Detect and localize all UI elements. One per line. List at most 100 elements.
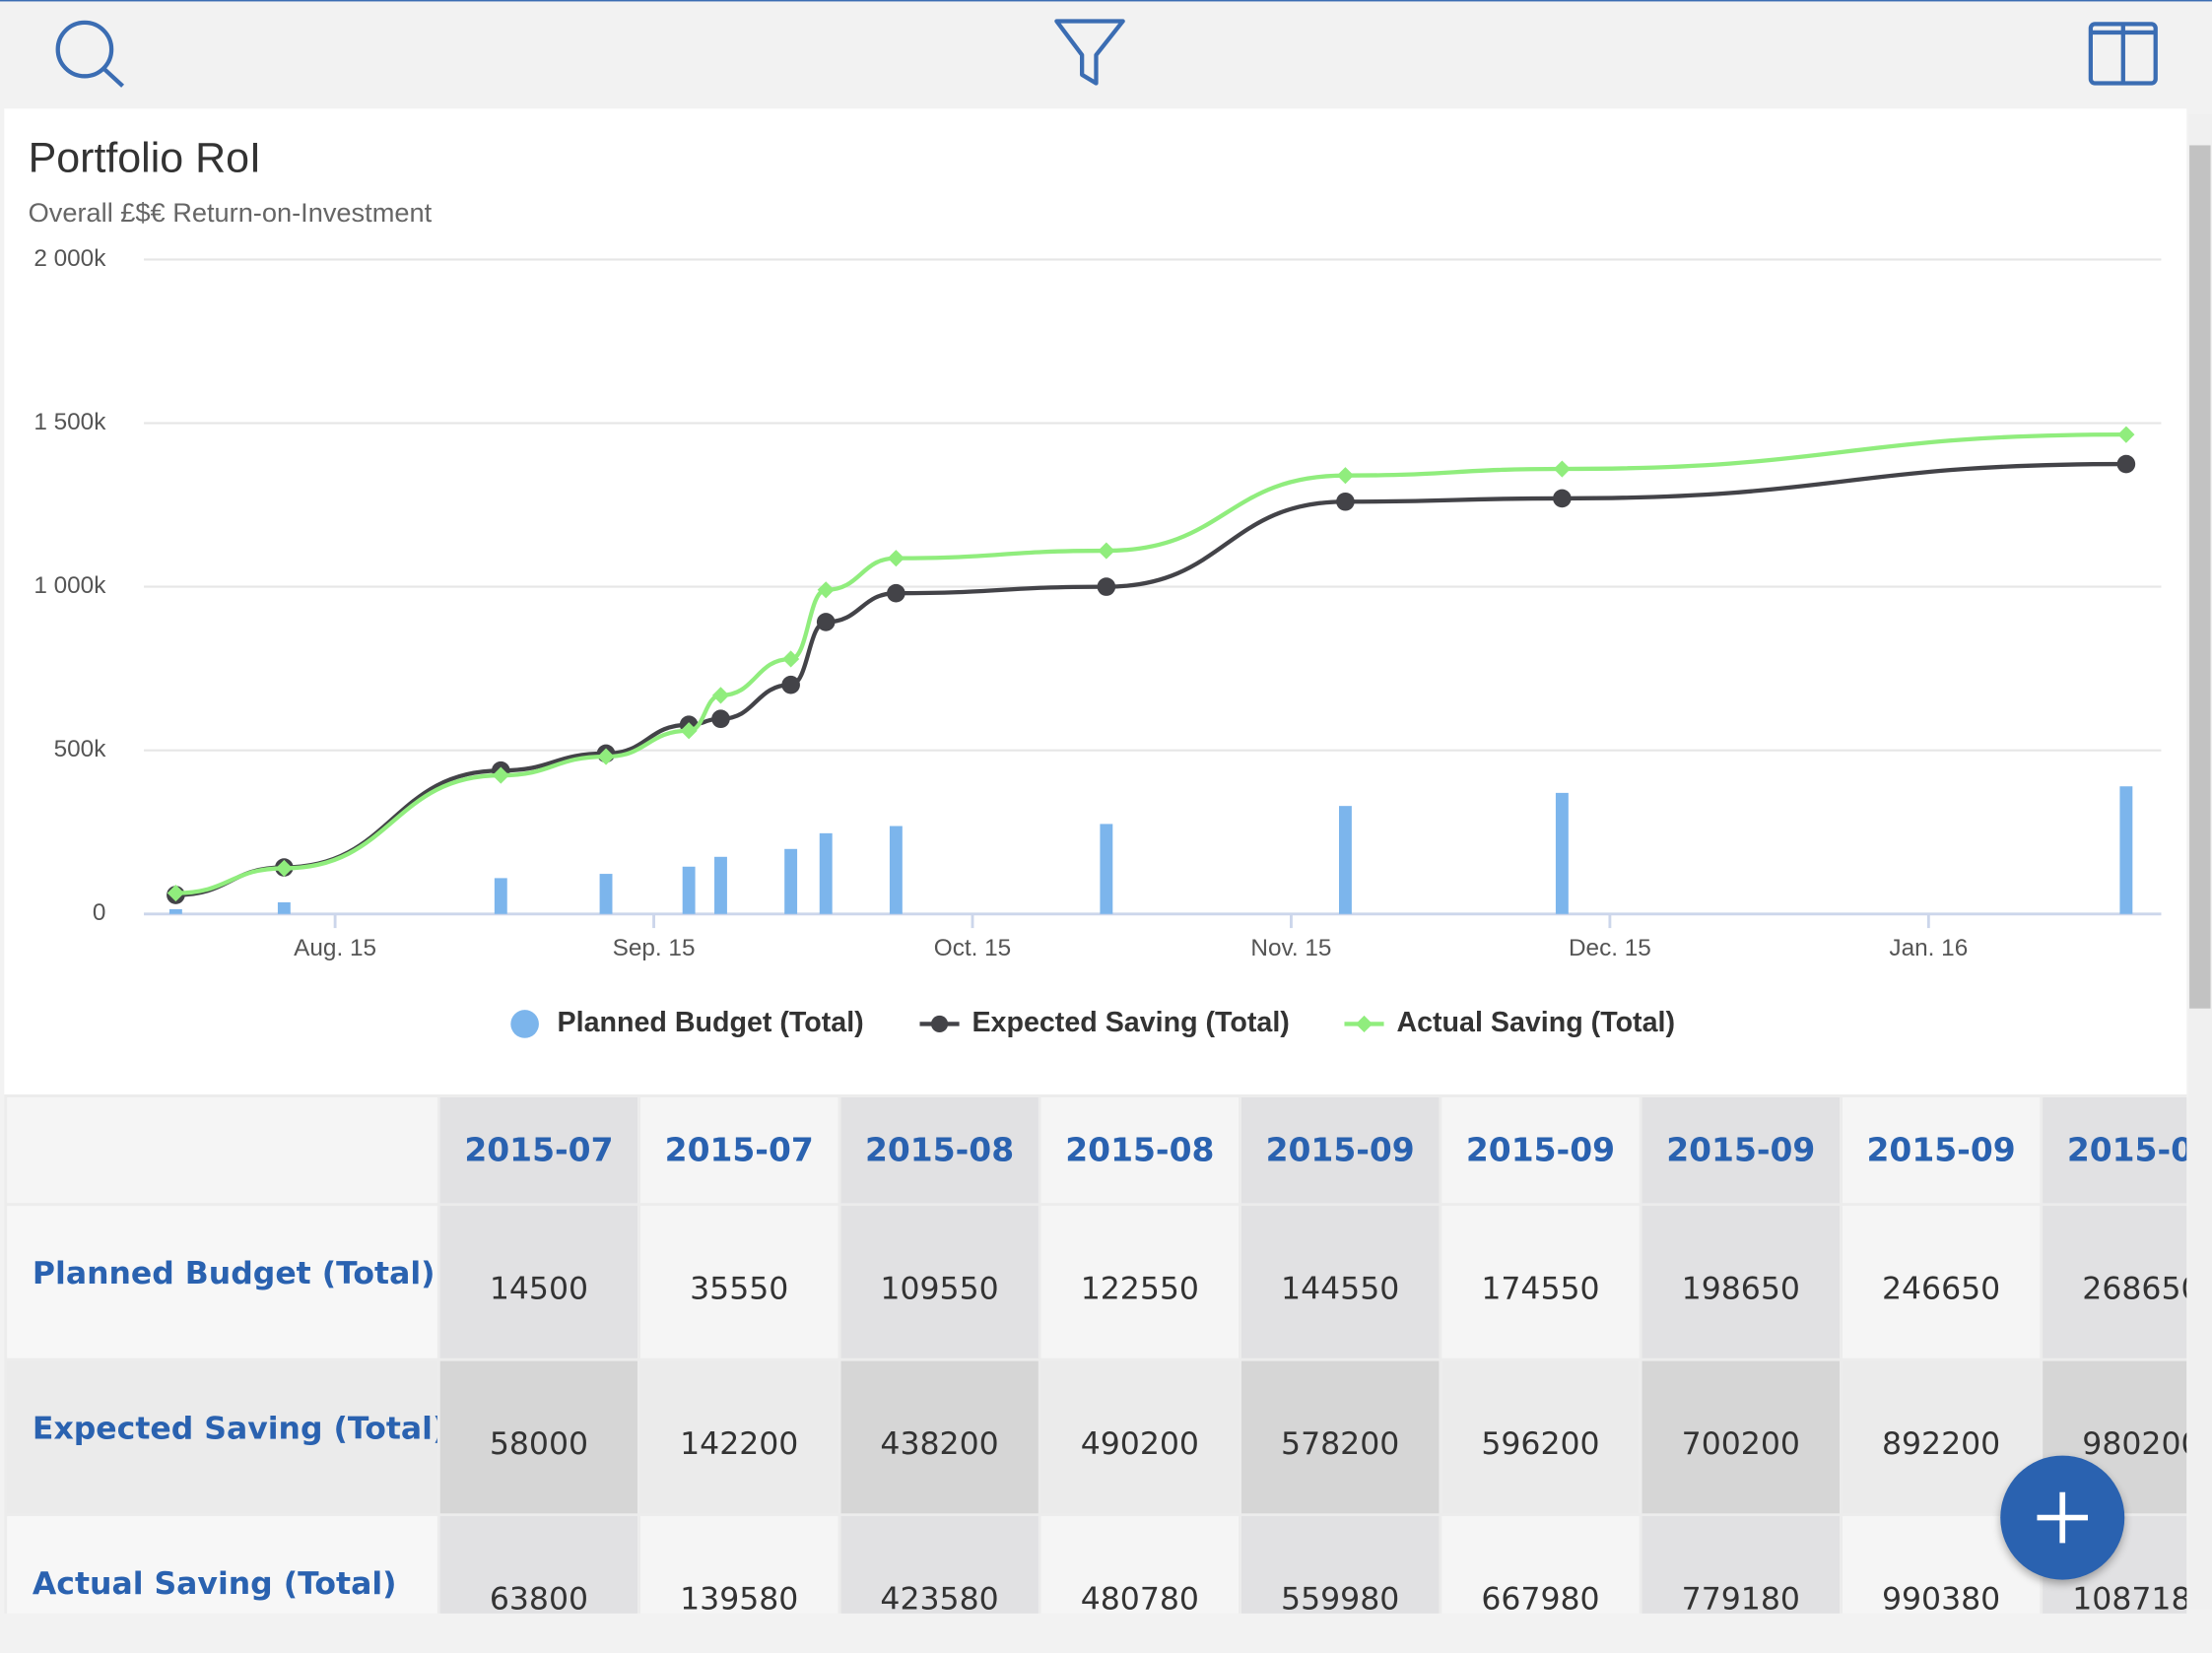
corner-cell xyxy=(4,1094,440,1207)
cell: 63800 xyxy=(436,1513,641,1614)
row-header: Actual Saving (Total) xyxy=(4,1513,440,1614)
marker xyxy=(1553,460,1571,478)
bar xyxy=(784,848,798,914)
y-tick-label: 0 xyxy=(93,899,106,926)
data-table: 2015-07 2015-07 2015-08 2015-08 2015-09 2015-… xyxy=(4,1094,2187,1614)
cell: 174550 xyxy=(1439,1203,1642,1361)
bar xyxy=(2119,786,2133,914)
layout-icon[interactable] xyxy=(2088,22,2158,86)
y-tick-label: 500k xyxy=(54,736,107,762)
marker xyxy=(2116,454,2136,474)
cell: 480780 xyxy=(1038,1513,1241,1614)
cell: 779180 xyxy=(1639,1513,1843,1614)
cell: 578200 xyxy=(1239,1357,1442,1517)
legend-label: Planned Budget (Total) xyxy=(558,1007,864,1038)
bar xyxy=(1338,806,1352,914)
marker xyxy=(597,748,615,765)
marker xyxy=(781,675,800,694)
add-button[interactable] xyxy=(2000,1455,2125,1580)
marker xyxy=(711,709,730,729)
cell: 596200 xyxy=(1439,1357,1642,1517)
filter-icon[interactable] xyxy=(1054,19,1125,86)
cell: 559980 xyxy=(1239,1513,1442,1614)
column-header: 2015-08 xyxy=(1038,1094,1241,1207)
bar xyxy=(1555,792,1569,914)
table-row: Planned Budget (Total) 14500 35550 109550 12… xyxy=(4,1203,2187,1361)
legend-label: Expected Saving (Total) xyxy=(972,1007,1289,1038)
chart-subtitle: Overall £$€ Return-on-Investment xyxy=(29,197,433,228)
x-tick-label: Aug. 15 xyxy=(294,935,376,961)
table-row: Expected Saving (Total) 58000 142200 438200… xyxy=(4,1357,2187,1517)
table: 2015-07 2015-07 2015-08 2015-08 2015-09 2015-… xyxy=(4,1094,2187,1614)
cell: 268650 xyxy=(2040,1203,2187,1361)
bar xyxy=(168,908,182,914)
marker xyxy=(167,884,184,902)
marker xyxy=(1336,492,1355,511)
cell: 246650 xyxy=(1840,1203,2044,1361)
cell: 139580 xyxy=(637,1513,841,1614)
scroll-thumb[interactable] xyxy=(2189,145,2211,1009)
y-tick-label: 1 500k xyxy=(34,409,106,435)
marker xyxy=(782,650,800,668)
bar xyxy=(889,826,903,914)
cell: 142200 xyxy=(637,1357,841,1517)
marker xyxy=(816,613,836,631)
marker xyxy=(817,581,835,599)
row-header: Planned Budget (Total) xyxy=(4,1203,440,1361)
bar xyxy=(714,856,727,914)
column-header: 2015-09 xyxy=(2040,1094,2187,1207)
cell: 58000 xyxy=(436,1357,641,1517)
x-tick-label: Dec. 15 xyxy=(1569,935,1651,961)
marker xyxy=(492,766,509,784)
cell: 700200 xyxy=(1639,1357,1843,1517)
marker xyxy=(1553,489,1572,508)
marker xyxy=(887,583,905,603)
cell: 490200 xyxy=(1038,1357,1241,1517)
chart: Portfolio RoI Overall £$€ Return-on-Inve… xyxy=(4,108,2187,1095)
marker xyxy=(1098,542,1115,560)
row-header: Expected Saving (Total) xyxy=(4,1357,440,1517)
cell: 14500 xyxy=(436,1203,641,1361)
marker xyxy=(275,859,293,878)
y-tick-label: 1 000k xyxy=(34,572,106,599)
cell: 198650 xyxy=(1639,1203,1843,1361)
x-tick-label: Nov. 15 xyxy=(1250,935,1331,961)
bar xyxy=(1100,824,1113,914)
x-tick-label: Sep. 15 xyxy=(613,935,696,961)
marker xyxy=(1336,467,1355,485)
marker xyxy=(2117,426,2135,443)
bar xyxy=(819,832,833,914)
bar xyxy=(277,901,291,914)
legend-label: Actual Saving (Total) xyxy=(1396,1007,1675,1038)
column-header: 2015-09 xyxy=(1639,1094,1843,1207)
y-tick-label: 2 000k xyxy=(34,245,106,272)
cell: 109550 xyxy=(838,1203,1041,1361)
search-icon[interactable] xyxy=(55,20,125,88)
cell: 438200 xyxy=(838,1357,1041,1517)
legend-symbol xyxy=(510,1010,539,1038)
cell: 35550 xyxy=(637,1203,841,1361)
column-header: 2015-08 xyxy=(838,1094,1041,1207)
cell: 423580 xyxy=(838,1513,1041,1614)
column-header: 2015-07 xyxy=(436,1094,641,1207)
column-header: 2015-09 xyxy=(1840,1094,2044,1207)
chart-title: Portfolio RoI xyxy=(29,135,261,182)
toolbar xyxy=(55,19,2158,88)
cell: 667980 xyxy=(1439,1513,1642,1614)
bar xyxy=(494,878,507,914)
plus-icon xyxy=(2037,1491,2089,1544)
cell: 144550 xyxy=(1239,1203,1442,1361)
column-header: 2015-07 xyxy=(637,1094,841,1207)
x-tick-label: Oct. 15 xyxy=(934,935,1011,961)
bar xyxy=(682,866,696,914)
chart-panel xyxy=(4,108,2187,1095)
legend-symbol xyxy=(930,1015,949,1033)
table-row: Actual Saving (Total) 63800 139580 423580 48… xyxy=(4,1513,2187,1614)
column-header: 2015-09 xyxy=(1439,1094,1642,1207)
marker xyxy=(1097,577,1116,596)
bar xyxy=(599,874,613,914)
scrollbar[interactable] xyxy=(2187,113,2212,1610)
x-tick-label: Jan. 16 xyxy=(1889,935,1968,961)
